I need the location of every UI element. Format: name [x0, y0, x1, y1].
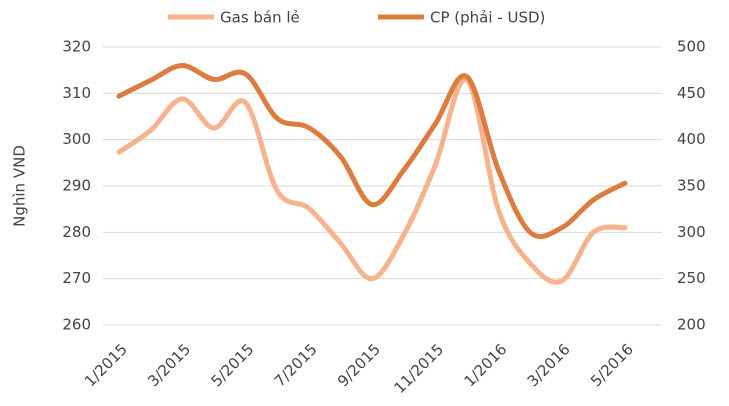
- y2-tick-label: 400: [677, 130, 706, 148]
- y-tick-label: 320: [62, 38, 91, 56]
- x-tick-label: 7/2015: [271, 340, 321, 390]
- x-tick-label: 3/2015: [144, 340, 194, 390]
- x-tick-label: 1/2015: [81, 340, 131, 390]
- x-tick-label: 5/2015: [207, 340, 257, 390]
- y-tick-label: 310: [62, 84, 91, 102]
- y-tick-label: 270: [62, 269, 91, 287]
- y-axis-label: Nghìn VND: [11, 145, 29, 227]
- y2-tick-label: 350: [677, 177, 706, 195]
- y-tick-label: 290: [62, 177, 91, 195]
- y-tick-label: 280: [62, 223, 91, 241]
- y2-tick-label: 250: [677, 269, 706, 287]
- x-tick-label: 11/2015: [390, 340, 447, 397]
- series-line: [116, 63, 628, 240]
- y-tick-label: 300: [62, 130, 91, 148]
- y2-tick-label: 300: [677, 223, 706, 241]
- x-tick-label: 5/2016: [587, 340, 637, 390]
- x-tick-label: 1/2016: [460, 340, 510, 390]
- y2-tick-label: 500: [677, 38, 706, 56]
- series-line: [116, 77, 628, 285]
- legend-label: Gas bán lẻ: [220, 9, 300, 27]
- legend-label: CP (phải - USD): [430, 9, 545, 27]
- y2-tick-label: 200: [677, 316, 706, 334]
- x-tick-label: 9/2015: [334, 340, 384, 390]
- y2-tick-label: 450: [677, 84, 706, 102]
- y-tick-label: 260: [62, 316, 91, 334]
- x-tick-label: 3/2016: [524, 340, 574, 390]
